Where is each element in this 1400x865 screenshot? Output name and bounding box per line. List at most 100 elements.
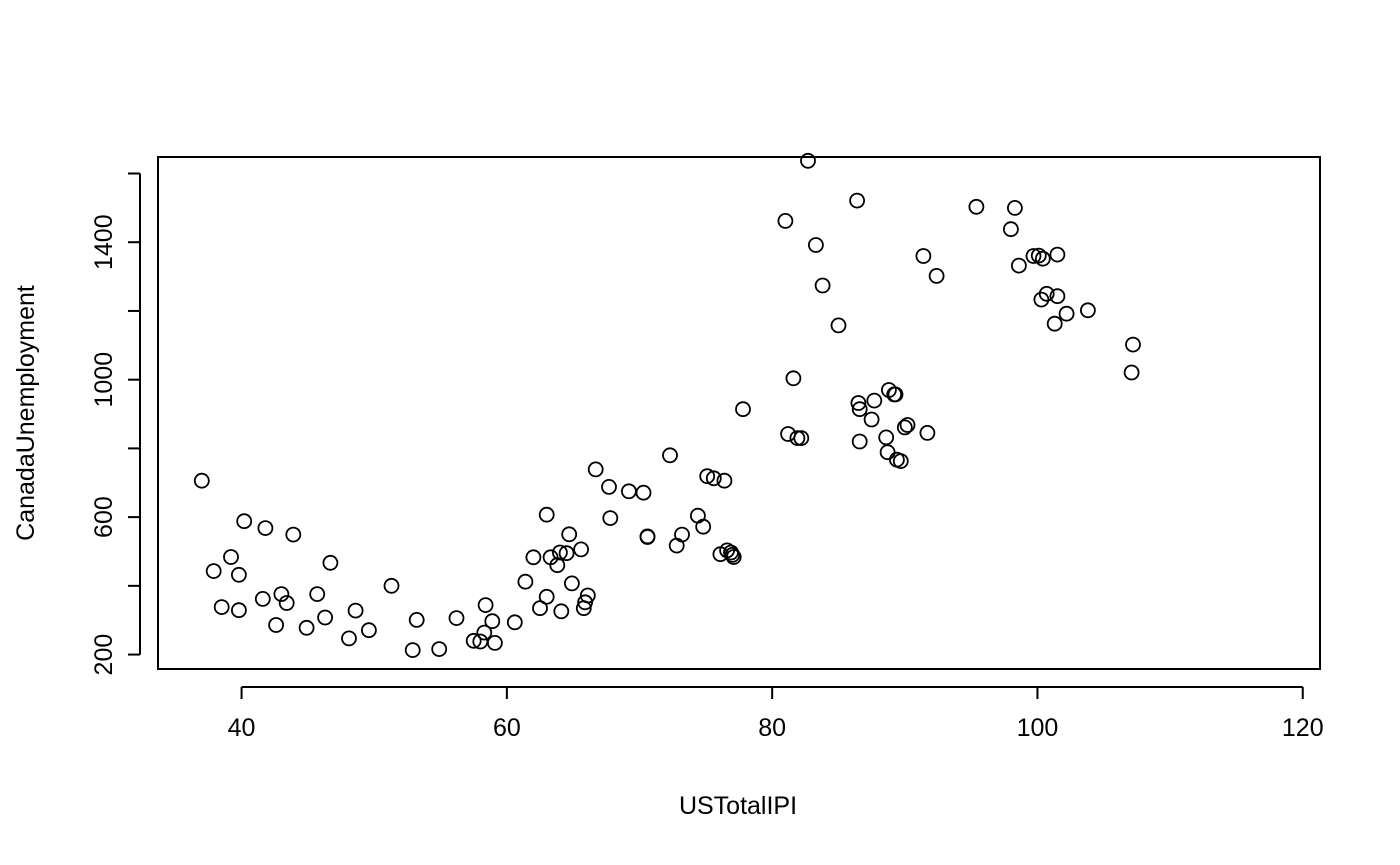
data-point-54 — [639, 529, 656, 545]
y-tick-label-4: 1000 — [90, 352, 118, 408]
data-point-21 — [404, 642, 421, 658]
data-point-76 — [814, 277, 831, 294]
data-point-101 — [1030, 247, 1047, 264]
data-point-16 — [322, 554, 339, 571]
data-point-81 — [851, 433, 868, 450]
x-tick-label-1: 60 — [493, 714, 521, 742]
y-axis-title: CanadaUnemployment — [12, 285, 40, 541]
data-point-61 — [705, 470, 722, 487]
x-axis: 40 60 80 100 120 — [228, 686, 1324, 742]
data-point-5 — [230, 566, 247, 583]
data-point-2 — [213, 599, 230, 615]
data-point-32 — [517, 573, 534, 590]
data-point-22 — [408, 612, 425, 628]
data-point-19 — [360, 622, 377, 639]
data-point-90 — [892, 453, 909, 470]
y-tick-label-0: 200 — [90, 634, 118, 676]
y-tick-label-6: 1400 — [90, 214, 118, 270]
data-point-93 — [915, 248, 932, 264]
data-point-95 — [928, 267, 945, 284]
data-point-15 — [317, 609, 334, 626]
data-point-71 — [785, 370, 802, 387]
data-point-49 — [601, 478, 617, 495]
data-point-63 — [716, 472, 733, 489]
data-point-107 — [1049, 288, 1066, 305]
data-point-52 — [635, 484, 652, 501]
data-point-13 — [298, 619, 315, 636]
data-point-103 — [1034, 250, 1051, 267]
data-point-77 — [830, 317, 847, 334]
data-point-0 — [193, 472, 210, 489]
data-point-8 — [257, 520, 274, 536]
data-point-28 — [477, 597, 494, 613]
data-point-104 — [1038, 285, 1055, 302]
data-point-66 — [724, 547, 741, 563]
data-point-78 — [849, 192, 865, 209]
data-point-7 — [254, 591, 271, 607]
data-point-97 — [1003, 221, 1019, 238]
data-point-74 — [800, 152, 816, 169]
data-point-20 — [383, 577, 400, 594]
data-point-3 — [223, 549, 239, 565]
data-point-33 — [525, 549, 542, 566]
data-point-111 — [1125, 336, 1141, 353]
data-point-60 — [699, 468, 716, 485]
data-point-68 — [735, 401, 751, 418]
data-point-35 — [538, 506, 555, 523]
data-point-36 — [538, 588, 555, 605]
data-point-9 — [268, 617, 285, 633]
data-point-29 — [484, 613, 501, 630]
data-point-88 — [887, 386, 904, 403]
data-point-6 — [236, 513, 253, 530]
x-tick-label-3: 100 — [1017, 714, 1059, 742]
y-axis: 200 600 1000 1400 — [90, 172, 141, 676]
data-point-79 — [850, 395, 867, 411]
data-point-96 — [968, 198, 985, 215]
data-point-80 — [851, 401, 868, 418]
data-point-109 — [1080, 302, 1096, 319]
data-point-73 — [793, 430, 810, 447]
data-point-69 — [777, 212, 794, 229]
data-point-14 — [309, 586, 326, 602]
data-point-34 — [532, 600, 548, 617]
data-point-59 — [695, 518, 712, 535]
data-point-27 — [476, 624, 493, 641]
data-point-24 — [448, 610, 465, 626]
data-point-57 — [674, 526, 690, 543]
data-point-42 — [561, 526, 578, 543]
data-point-11 — [278, 595, 295, 611]
data-point-12 — [285, 526, 302, 543]
data-point-1 — [205, 563, 222, 579]
data-point-75 — [808, 237, 824, 253]
data-point-100 — [1025, 248, 1042, 264]
points-layer — [193, 152, 1141, 658]
data-point-91 — [896, 419, 913, 436]
data-point-43 — [564, 575, 580, 592]
x-tick-label-0: 40 — [228, 714, 256, 742]
data-point-48 — [587, 461, 604, 478]
x-tick-label-4: 120 — [1282, 714, 1324, 742]
data-point-18 — [347, 602, 364, 619]
data-point-50 — [602, 510, 619, 526]
data-point-84 — [878, 429, 895, 446]
data-point-44 — [573, 541, 589, 558]
data-point-105 — [1046, 315, 1063, 332]
data-point-102 — [1033, 291, 1050, 308]
data-point-108 — [1058, 305, 1075, 322]
data-point-110 — [1123, 364, 1140, 381]
x-axis-title: USTotalIPI — [679, 792, 797, 820]
data-point-94 — [919, 424, 936, 441]
data-point-25 — [465, 632, 482, 649]
data-point-31 — [506, 614, 523, 631]
data-point-39 — [552, 544, 568, 561]
y-tick-label-2: 600 — [90, 496, 118, 538]
x-tick-label-2: 80 — [758, 714, 786, 742]
data-point-99 — [1011, 257, 1027, 274]
data-point-92 — [899, 417, 916, 433]
data-point-47 — [579, 587, 596, 604]
data-point-98 — [1007, 199, 1023, 216]
data-point-67 — [725, 549, 742, 565]
data-point-41 — [558, 545, 575, 562]
